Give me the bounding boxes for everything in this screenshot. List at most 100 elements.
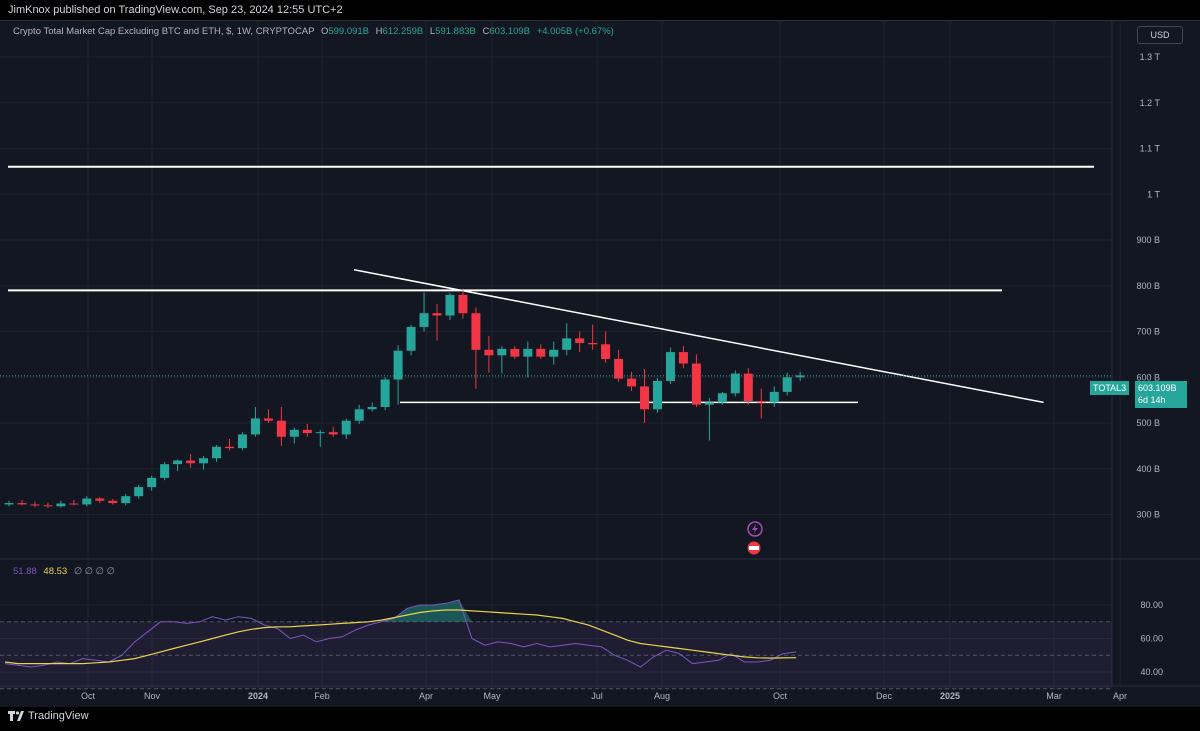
candle-body xyxy=(419,313,429,327)
price-tick-label: 700 B xyxy=(1136,327,1160,337)
currency-button[interactable]: USD xyxy=(1137,26,1183,44)
price-tick-label: 1 T xyxy=(1147,189,1160,199)
event-icons[interactable] xyxy=(746,521,763,556)
candle-body xyxy=(653,380,662,410)
candle-body xyxy=(471,313,481,350)
candle-body xyxy=(588,342,598,345)
high-label: H xyxy=(375,26,383,37)
drawn-lines[interactable] xyxy=(0,165,1112,404)
candle-body xyxy=(730,373,740,394)
candle-body xyxy=(56,503,66,507)
rsi-value: 51.88 xyxy=(13,566,37,577)
candle-body xyxy=(678,352,688,364)
candle-body xyxy=(147,477,157,488)
chart-canvas[interactable]: 300 B 400 B 500 B 600 B 700 B 800 B 900 B 1 T 1.… xyxy=(0,20,1200,706)
candle-body xyxy=(289,429,299,437)
rsi-ma-line xyxy=(4,609,797,665)
candle-body xyxy=(108,500,118,504)
candle-body xyxy=(769,391,779,403)
rsi-line xyxy=(4,599,797,668)
descending-trendline[interactable] xyxy=(353,269,1044,404)
time-tick-label: 2024 xyxy=(248,691,268,701)
open-label: O xyxy=(320,26,329,37)
publisher-line: JimKnox published on TradingView.com, Se… xyxy=(8,4,343,16)
close-value: 603.109B xyxy=(489,26,531,37)
candle-body xyxy=(717,393,727,403)
candle-body xyxy=(212,446,222,459)
candle-body xyxy=(458,294,468,314)
candle-body xyxy=(224,446,234,449)
candle-body xyxy=(562,338,572,350)
candle-body xyxy=(691,363,701,405)
candle-body xyxy=(497,348,507,356)
low-value: 591.883B xyxy=(435,26,476,37)
candle-body xyxy=(523,348,533,357)
candle-body xyxy=(393,350,403,380)
candle-body xyxy=(82,498,92,505)
candle-body xyxy=(704,402,714,405)
candle-body xyxy=(186,460,196,464)
candle-body xyxy=(250,418,260,435)
time-tick-label: Dec xyxy=(876,691,893,701)
time-tick-label: May xyxy=(483,691,501,701)
price-tick-label: 500 B xyxy=(1136,418,1160,428)
time-tick-label: Feb xyxy=(314,691,330,701)
footer-brand[interactable]: TradingView xyxy=(8,710,89,722)
low-label: L xyxy=(429,26,436,37)
time-tick-label: Aug xyxy=(654,691,670,701)
time-tick-label: Jul xyxy=(591,691,603,701)
symbol-legend[interactable]: Crypto Total Market Cap Excluding BTC an… xyxy=(13,26,614,37)
time-axis[interactable]: Oct Nov 2024 Feb Apr May Jul Aug Oct Dec 2025 Mar Ap… xyxy=(81,691,1127,701)
candle-body xyxy=(263,418,273,421)
candle-body xyxy=(795,375,805,378)
candle-body xyxy=(782,377,792,392)
rsi-tick-label: 80.00 xyxy=(1140,600,1163,610)
last-price: 603.109B xyxy=(1138,383,1177,393)
rsi-axis[interactable]: 40.00 60.00 80.00 xyxy=(1140,600,1163,677)
candle-body xyxy=(134,487,144,497)
candle-body xyxy=(30,504,40,506)
rsi-band xyxy=(0,621,1112,690)
price-axis[interactable]: 300 B 400 B 500 B 600 B 700 B 800 B 900 B 1 T 1.… xyxy=(1136,52,1160,520)
rsi-tick-label: 60.00 xyxy=(1140,634,1163,644)
candle-body xyxy=(17,503,27,505)
candle-body xyxy=(367,406,377,410)
candle-body xyxy=(575,338,585,343)
candle-body xyxy=(627,378,637,387)
price-tick-label: 400 B xyxy=(1136,464,1160,474)
price-tick-label: 800 B xyxy=(1136,281,1160,291)
high-value: 612.259B xyxy=(382,26,424,37)
grid-lines xyxy=(0,20,1200,687)
symbol-title: Crypto Total Market Cap Excluding BTC an… xyxy=(13,26,315,37)
candle-body xyxy=(160,464,170,478)
price-tick-label: 300 B xyxy=(1136,510,1160,520)
candle-body xyxy=(315,432,325,434)
chart-frame[interactable] xyxy=(0,20,1200,707)
candle-body xyxy=(536,348,546,357)
candle-body xyxy=(199,458,209,464)
time-tick-label: Oct xyxy=(773,691,788,701)
candle-body xyxy=(69,503,79,505)
candle-body xyxy=(510,348,520,357)
candle-body xyxy=(743,373,753,402)
time-tick-label: Oct xyxy=(81,691,96,701)
flag-stripe-icon xyxy=(749,546,759,550)
brand-name: TradingView xyxy=(28,710,89,722)
time-tick-label: Apr xyxy=(1113,691,1127,701)
rsi-tick-label: 40.00 xyxy=(1140,667,1163,677)
candle-body xyxy=(328,432,338,435)
rsi-placeholders: ∅ ∅ ∅ ∅ xyxy=(73,566,115,577)
rsi-legend[interactable]: 51.88 48.53 ∅ ∅ ∅ ∅ xyxy=(13,566,115,577)
candle-body xyxy=(484,349,494,356)
bar-countdown: 6d 14h xyxy=(1138,395,1166,405)
change-value: +4.005B (+0.67%) xyxy=(536,26,614,37)
candle-body xyxy=(756,401,766,403)
rsi-ma-value: 48.53 xyxy=(43,566,68,577)
candle-body xyxy=(601,344,611,359)
candle-body xyxy=(95,498,105,501)
ticker-badge: TOTAL3 xyxy=(1090,381,1130,395)
open-value: 599.091B xyxy=(328,26,370,37)
time-tick-label: 2025 xyxy=(940,691,960,701)
price-tick-label: 600 B xyxy=(1136,372,1160,382)
